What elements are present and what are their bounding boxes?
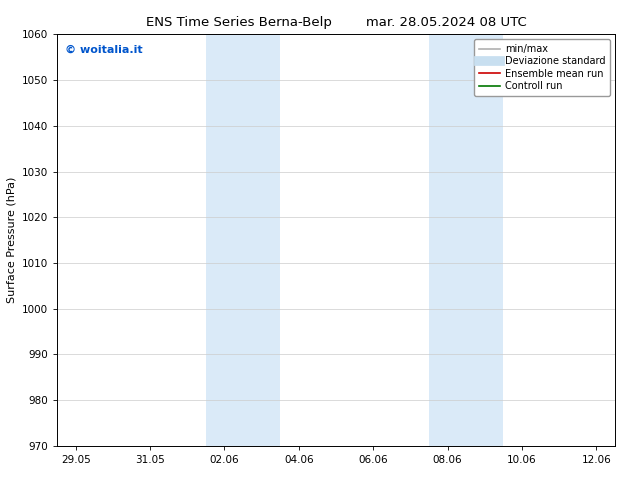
Bar bbox=[429, 34, 503, 446]
Text: © woitalia.it: © woitalia.it bbox=[65, 45, 143, 54]
Y-axis label: Surface Pressure (hPa): Surface Pressure (hPa) bbox=[6, 177, 16, 303]
Legend: min/max, Deviazione standard, Ensemble mean run, Controll run: min/max, Deviazione standard, Ensemble m… bbox=[474, 39, 610, 96]
Bar bbox=[206, 34, 280, 446]
Title: ENS Time Series Berna-Belp        mar. 28.05.2024 08 UTC: ENS Time Series Berna-Belp mar. 28.05.20… bbox=[146, 16, 526, 29]
